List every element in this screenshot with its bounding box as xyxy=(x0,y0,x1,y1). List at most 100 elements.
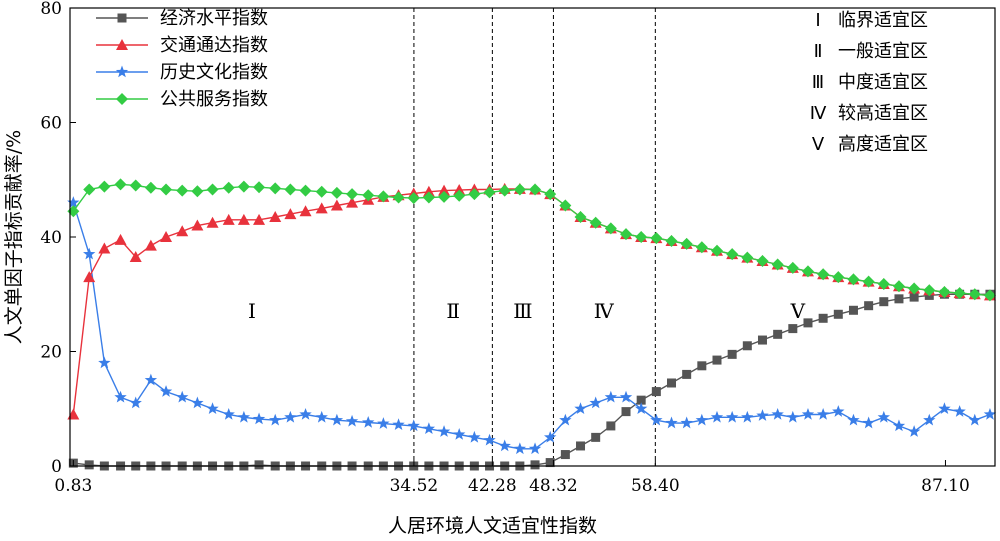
y-tick-label: 80 xyxy=(40,0,62,19)
data-point-square xyxy=(803,318,813,328)
data-point-star xyxy=(252,412,266,425)
data-point-diamond xyxy=(862,275,875,288)
data-point-diamond xyxy=(160,183,173,196)
data-point-star xyxy=(968,413,981,426)
x-tick-label: 0.83 xyxy=(54,476,92,496)
data-point-diamond xyxy=(284,183,297,196)
data-point-diamond xyxy=(483,186,496,199)
zone-legend-item: Ⅴ 高度适宜区 xyxy=(812,134,928,155)
data-point-diamond xyxy=(877,277,890,290)
data-point-diamond xyxy=(422,191,435,204)
data-point-star xyxy=(453,428,466,440)
data-point-star xyxy=(589,396,602,409)
data-point-diamond xyxy=(468,188,481,201)
zone-legend-item: Ⅰ 临界适宜区 xyxy=(815,10,928,31)
data-point-diamond xyxy=(253,181,266,194)
data-point-diamond xyxy=(392,191,405,204)
data-point-triangle xyxy=(144,239,157,251)
data-point-diamond xyxy=(129,179,142,192)
data-point-star xyxy=(544,430,557,443)
data-point-diamond xyxy=(968,288,981,301)
data-point-star xyxy=(528,442,542,455)
data-point-diamond xyxy=(144,181,157,194)
data-point-triangle xyxy=(160,231,173,242)
data-point-triangle xyxy=(330,199,343,211)
data-point-diamond xyxy=(908,282,921,295)
data-point-star xyxy=(483,433,496,446)
x-tick-label: 58.40 xyxy=(631,476,680,496)
data-point-star xyxy=(362,415,375,428)
data-point-triangle xyxy=(222,213,235,225)
data-point-star xyxy=(923,413,936,426)
data-point-star xyxy=(756,409,769,421)
data-point-triangle xyxy=(114,233,127,245)
legend-item: 公共服务指数 xyxy=(96,89,268,110)
zone-legend-numeral: Ⅲ xyxy=(812,72,824,93)
legend-item: 经济水平指数 xyxy=(96,8,268,29)
data-point-triangle xyxy=(269,210,282,222)
data-point-diamond xyxy=(726,248,739,261)
data-point-square xyxy=(651,387,661,397)
data-point-star xyxy=(938,402,951,415)
data-point-diamond xyxy=(620,228,633,241)
zone-legend-label: 一般适宜区 xyxy=(838,41,928,62)
zone-label: Ⅱ xyxy=(446,299,460,323)
data-point-square xyxy=(117,13,127,23)
data-point-square xyxy=(788,324,798,334)
legend-label: 交通通达指数 xyxy=(160,35,268,56)
data-point-square xyxy=(545,458,555,468)
data-point-star xyxy=(847,413,860,426)
legend-label: 历史文化指数 xyxy=(160,62,268,83)
data-point-star xyxy=(832,405,845,417)
data-point-star xyxy=(159,385,173,397)
data-point-star xyxy=(330,413,344,426)
data-point-triangle xyxy=(284,208,297,220)
data-point-diamond xyxy=(756,255,769,268)
data-point-diamond xyxy=(983,289,996,302)
data-point-square xyxy=(712,355,722,365)
data-point-triangle xyxy=(438,184,451,196)
data-point-star xyxy=(422,422,436,435)
data-point-diamond xyxy=(589,216,602,229)
data-point-star xyxy=(741,410,754,423)
x-tick-label: 87.10 xyxy=(921,476,970,496)
data-point-star xyxy=(574,402,587,415)
data-point-diamond xyxy=(407,192,420,205)
y-tick-label: 40 xyxy=(40,228,62,248)
data-point-star xyxy=(98,356,111,369)
data-point-square xyxy=(636,395,646,405)
data-point-triangle xyxy=(176,225,189,237)
zone-label: Ⅴ xyxy=(790,299,806,323)
data-point-diamond xyxy=(346,188,359,201)
data-point-square xyxy=(530,460,540,470)
data-point-star xyxy=(407,419,420,432)
data-point-diamond xyxy=(529,183,542,196)
data-point-diamond xyxy=(269,182,282,195)
data-point-diamond xyxy=(559,199,572,212)
y-tick-label: 60 xyxy=(40,114,62,134)
data-point-diamond xyxy=(953,287,966,300)
data-point-diamond xyxy=(377,190,390,203)
y-axis-title: 人文单因子指标贡献率/% xyxy=(3,130,25,344)
data-point-star xyxy=(206,402,219,415)
data-point-diamond xyxy=(362,189,375,202)
zone-legend-numeral: Ⅱ xyxy=(814,41,823,62)
zone-legend-item: Ⅲ 中度适宜区 xyxy=(812,72,928,93)
data-point-star xyxy=(269,413,282,426)
zone-label: Ⅳ xyxy=(594,299,615,323)
data-point-triangle xyxy=(98,242,111,254)
data-point-triangle xyxy=(206,216,219,228)
data-point-diamond xyxy=(786,261,799,274)
data-point-square xyxy=(909,292,919,302)
zone-legend-label: 临界适宜区 xyxy=(838,10,928,31)
data-point-diamond xyxy=(604,222,617,235)
data-point-square xyxy=(757,335,767,345)
data-point-diamond xyxy=(635,231,648,243)
data-point-triangle xyxy=(116,39,128,50)
data-point-diamond xyxy=(330,186,343,199)
x-tick-label: 42.28 xyxy=(468,476,517,496)
data-point-star xyxy=(498,439,511,452)
data-point-diamond xyxy=(544,188,557,201)
data-point-square xyxy=(84,460,94,470)
